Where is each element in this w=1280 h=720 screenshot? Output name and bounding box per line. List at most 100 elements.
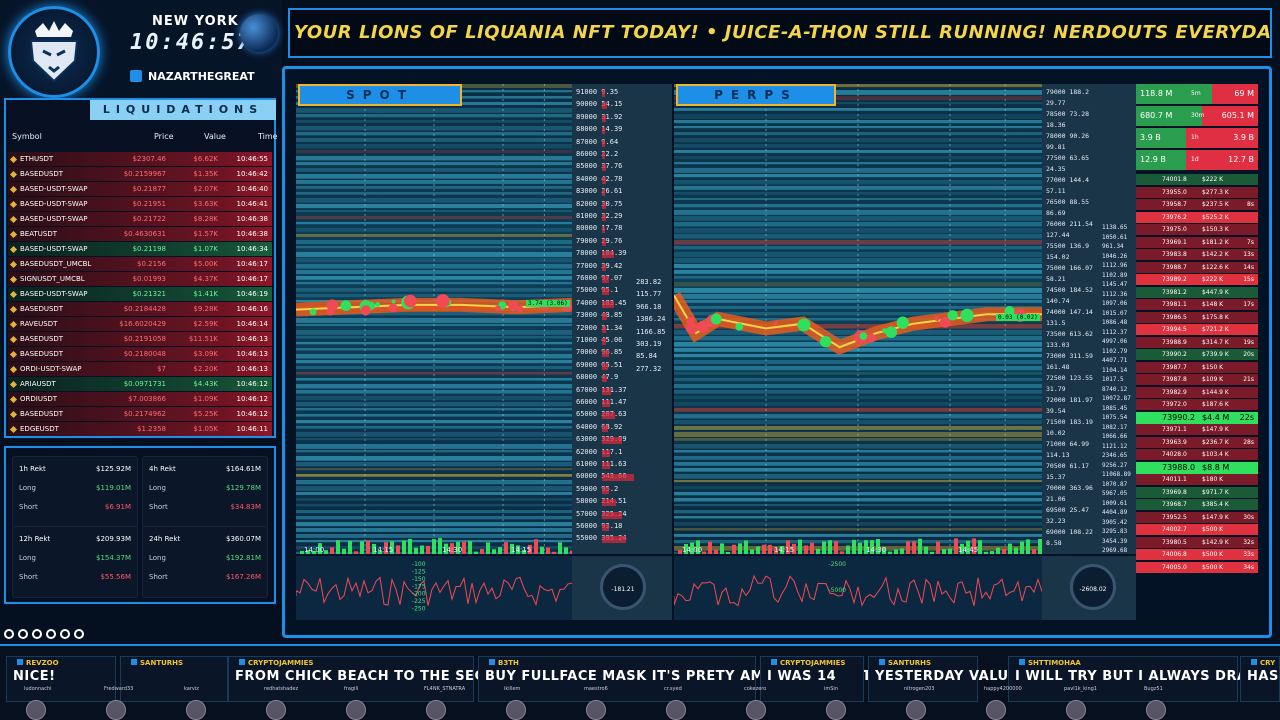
viewer-avatar[interactable] (826, 700, 846, 720)
tape-price: 73968.7 (1162, 501, 1187, 508)
liq-price: $0.2156 (137, 260, 166, 268)
dot-icon[interactable] (18, 629, 28, 639)
coin-icon (9, 215, 18, 224)
liq-price: $2307.46 (132, 155, 166, 163)
perps-indicator-svg: -2500 -5000 (673, 561, 1043, 607)
ladder-bar (602, 114, 606, 122)
liq-price: $16.6020429 (119, 320, 166, 328)
liquidation-row[interactable]: BASED-USDT-SWAP $0.21722 $8.28K 10:46:38 (8, 212, 272, 226)
perps-heatmap[interactable]: 14:00 14:15 14:30 14:45 (674, 84, 1042, 554)
chat-message[interactable]: CRYPTOJAMMIES I WAS 14 (760, 656, 864, 702)
liquidation-row[interactable]: BASEDUSDT $0.2159967 $1.35K 10:46:42 (8, 167, 272, 181)
ladder-price: 56000 (576, 522, 602, 530)
volume-bar (474, 551, 478, 554)
chat-message[interactable]: CRYPTOJAMMIES FROM CHICK BEACH TO THE SEC… (228, 656, 580, 702)
ladder-price: 73000 (576, 311, 602, 320)
perps-sub-value: 1104.14 (1102, 366, 1128, 374)
volume-bar (942, 549, 946, 554)
control-dots[interactable] (4, 624, 94, 639)
dot-icon[interactable] (60, 629, 70, 639)
viewer-avatar[interactable] (1146, 700, 1166, 720)
liq-symbol: BASED-USDT-SWAP (20, 245, 88, 253)
ladder-value: 21.06 (1046, 495, 1066, 503)
liquidation-row[interactable]: BASED-USDT-SWAP $0.21877 $2.07K 10:46:40 (8, 182, 272, 196)
liquidation-row[interactable]: BASEDUSDT $0.2184428 $9.28K 10:46:16 (8, 302, 272, 316)
tape-price: 73987.8 (1162, 376, 1187, 383)
trade-bubble (326, 307, 335, 316)
volume-bar (1020, 541, 1024, 554)
chat-message[interactable]: SANTURHS (120, 656, 228, 702)
liquidation-row[interactable]: SIGNUSDT_UMCBL $0.01993 $4.37K 10:46:17 (8, 272, 272, 286)
liquidation-row[interactable]: BASED-USDT-SWAP $0.21198 $1.07K 10:46:34 (8, 242, 272, 256)
liquidity-band (296, 384, 572, 389)
liquidation-row[interactable]: BASED-USDT-SWAP $0.21951 $3.63K 10:46:41 (8, 197, 272, 211)
viewer-avatar[interactable] (1066, 700, 1086, 720)
tape-price: 73988.9 (1162, 338, 1187, 346)
dot-icon[interactable] (4, 629, 14, 639)
liquidation-row[interactable]: BASEDUSDT $0.2191058 $11.51K 10:46:13 (8, 332, 272, 346)
dot-icon[interactable] (32, 629, 42, 639)
chat-message[interactable]: REVZOO NICE! (6, 656, 116, 702)
liquidation-row[interactable]: BASED-USDT-SWAP $0.21321 $1.41K 10:46:19 (8, 287, 272, 301)
liquidation-row[interactable]: BASEDUSDT $0.2180048 $3.09K 10:46:13 (8, 347, 272, 361)
ladder-price: 78500 (1046, 110, 1070, 118)
viewer-avatar[interactable] (586, 700, 606, 720)
ladder-row: 8.58 (1046, 539, 1062, 547)
volume-bar (744, 540, 748, 554)
viewer-avatar[interactable] (266, 700, 286, 720)
stat-period: 5m (1191, 90, 1201, 97)
viewer-avatar[interactable] (906, 700, 926, 720)
liquidity-band (674, 132, 1042, 136)
ladder-bar (602, 263, 607, 271)
spot-heatmap[interactable]: 14:00 14:15 14:30 14:15 (296, 84, 572, 554)
viewer-avatar[interactable] (346, 700, 366, 720)
tape-row: 73968.7 $385.4 K (1136, 499, 1258, 510)
ladder-bar (602, 536, 626, 544)
viewer-avatar[interactable] (666, 700, 686, 720)
chat-message[interactable]: CRY HAS (1240, 656, 1280, 702)
coin-icon (9, 350, 18, 359)
viewer-avatar[interactable] (746, 700, 766, 720)
liquidation-row[interactable]: RAVEUSDT $16.6020429 $2.59K 10:46:14 (8, 317, 272, 331)
spot-sub-value: 283.82 (636, 278, 662, 286)
chat-message[interactable]: B3TH BUY FULLFACE MASK IT'S PRETY AMAZING… (478, 656, 983, 702)
liquidation-row[interactable]: ARIAUSDT $0.0971731 $4.43K 10:46:12 (8, 377, 272, 391)
chat-message[interactable]: SANTURHS YESTERDAY VALUE (868, 656, 1017, 702)
liquidity-band (296, 354, 572, 359)
ladder-value: 127.44 (1046, 231, 1070, 239)
viewer-avatar[interactable] (106, 700, 126, 720)
viewer-avatar[interactable] (986, 700, 1006, 720)
dot-icon[interactable] (74, 629, 84, 639)
viewer-avatar[interactable] (26, 700, 46, 720)
ladder-row: 76000 97.07 (576, 274, 622, 283)
ladder-price: 72000 (1046, 396, 1070, 404)
viewer-avatar[interactable] (426, 700, 446, 720)
ladder-price: 75500 (1046, 242, 1070, 250)
chat-message[interactable]: SHTTIMOHAA I WILL TRY BUT I ALWAYS DRAWN (1008, 656, 1273, 702)
liquidity-band (674, 510, 1042, 514)
liquidity-band (674, 522, 1042, 526)
ladder-row: 127.44 (1046, 231, 1069, 239)
dot-icon[interactable] (46, 629, 56, 639)
liquidation-row[interactable]: ETHUSDT $2307.46 $6.62K 10:46:55 (8, 152, 272, 166)
liq-time: 10:46:34 (236, 245, 268, 253)
ladder-price: 72000 (576, 323, 602, 332)
liquidation-row[interactable]: BASEDUSDT $0.2174962 $5.25K 10:46:12 (8, 407, 272, 421)
liquidation-row[interactable]: BEATUSDT $0.4630631 $1.57K 10:46:38 (8, 227, 272, 241)
liquidity-band (296, 360, 572, 364)
news-ticker: YOUR LIONS OF LIQUANIA NFT TODAY! • JUIC… (288, 8, 1272, 58)
spot-tab[interactable]: SPOT (298, 84, 462, 106)
ladder-price: 80000 (576, 224, 602, 233)
volume-bar (546, 547, 550, 554)
liquidation-row[interactable]: EDGEUSDT $1.2358 $1.05K 10:46:11 (8, 422, 272, 436)
liquidation-row[interactable]: ORDIUSDT $7.003866 $1.09K 10:46:12 (8, 392, 272, 406)
volume-bar (702, 551, 706, 554)
liquidation-row[interactable]: ORDI-USDT-SWAP $7 $2.20K 10:46:13 (8, 362, 272, 376)
perps-tab[interactable]: PERPS (676, 84, 836, 106)
viewer-avatar[interactable] (186, 700, 206, 720)
viewer-avatar[interactable] (506, 700, 526, 720)
volume-bar (456, 541, 460, 554)
volume-bar (792, 543, 796, 554)
rekt-box: 12h Rekt $209.93M Long $154.37M Short $55.56M (12, 526, 138, 598)
liquidation-row[interactable]: BASEDUSDT_UMCBL $0.2156 $5.00K 10:46:17 (8, 257, 272, 271)
